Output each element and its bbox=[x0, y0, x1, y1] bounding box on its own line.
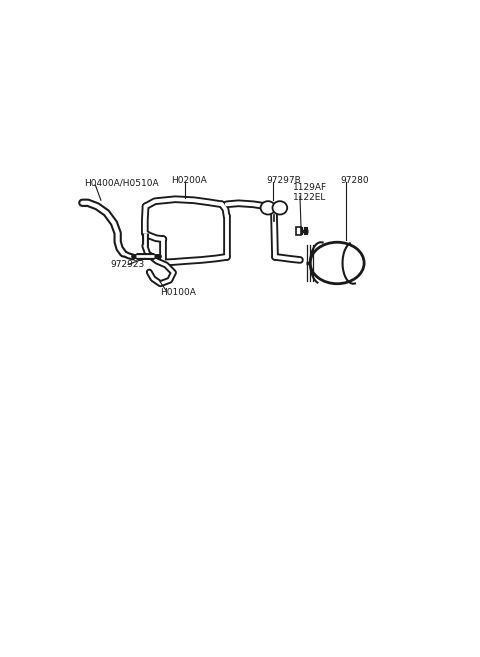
Text: H0400A/H0510A: H0400A/H0510A bbox=[84, 178, 159, 187]
Text: 972923: 972923 bbox=[110, 260, 144, 269]
Bar bbox=[296, 227, 300, 235]
Text: H0100A: H0100A bbox=[160, 288, 196, 297]
Text: H0200A: H0200A bbox=[172, 175, 207, 185]
Ellipse shape bbox=[273, 201, 287, 215]
Ellipse shape bbox=[310, 242, 364, 284]
Ellipse shape bbox=[261, 201, 276, 215]
Text: 97297B: 97297B bbox=[266, 175, 301, 185]
Text: 1129AF
1122EL: 1129AF 1122EL bbox=[292, 183, 326, 202]
Text: 97280: 97280 bbox=[341, 175, 370, 185]
